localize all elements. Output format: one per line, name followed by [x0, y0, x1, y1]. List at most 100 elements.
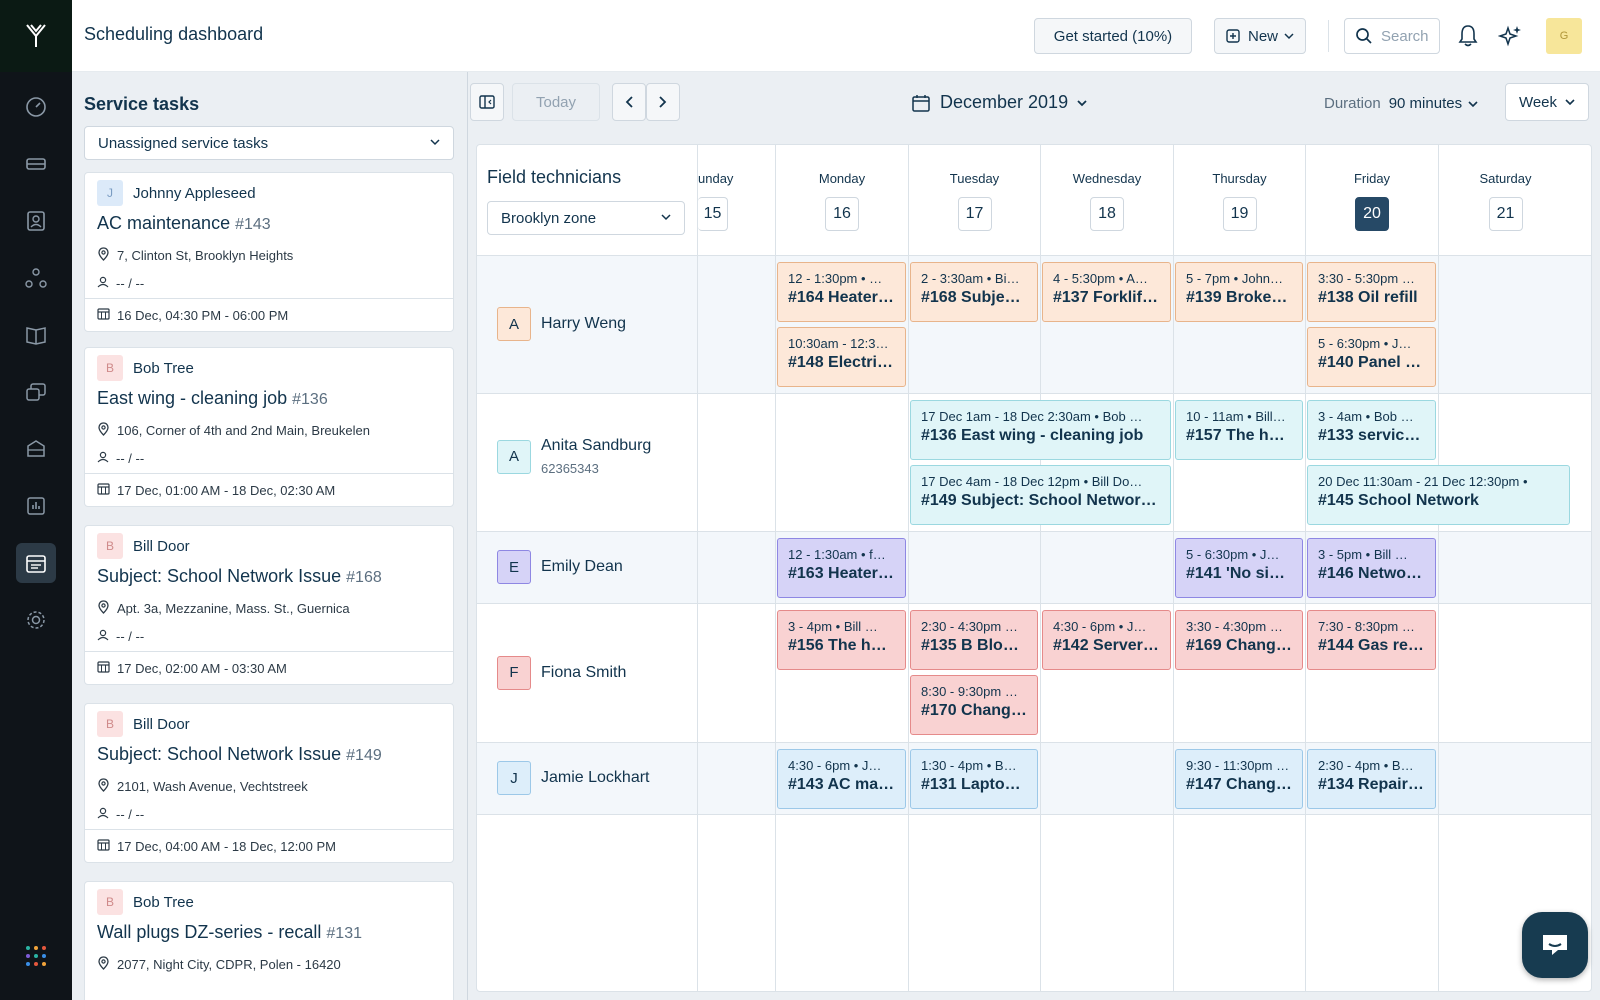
day-number[interactable]: 15 — [698, 197, 728, 231]
event-title: #149 Subject: School Network … — [921, 492, 1160, 509]
calendar-event[interactable]: 3 - 4am • Bob … #133 service … — [1307, 400, 1436, 460]
requester-avatar: J — [97, 180, 123, 206]
day-number[interactable]: 16 — [825, 197, 859, 231]
sidebar-toggle-icon — [479, 95, 495, 109]
calendar-event[interactable]: 12 - 1:30pm • … #164 Heater … — [777, 262, 906, 322]
calendar-event[interactable]: 4:30 - 6pm • J… #142 Server … — [1042, 610, 1171, 670]
day-number[interactable]: 17 — [957, 197, 992, 231]
technician-id: 62365343 — [541, 461, 599, 476]
assets-icon[interactable] — [16, 429, 56, 469]
technician-name: Emily Dean — [541, 558, 623, 575]
calendar-event[interactable]: 1:30 - 4pm • B… #131 Laptop … — [910, 749, 1038, 809]
month-label: December 2019 — [940, 92, 1069, 112]
forums-icon[interactable] — [16, 372, 56, 412]
calendar-event[interactable]: 20 Dec 11:30am - 21 Dec 12:30pm • #145 Sc… — [1307, 465, 1570, 525]
calendar-event[interactable]: 4 - 5:30pm • A… #137 Forklift … — [1042, 262, 1171, 322]
calendar-event[interactable]: 5 - 6:30pm • J… #140 Panel u… — [1307, 327, 1436, 387]
calendar-event[interactable]: 10 - 11am • Bill… #157 The hea… — [1175, 400, 1303, 460]
calendar-event[interactable]: 17 Dec 4am - 18 Dec 12pm • Bill Do… #149 … — [910, 465, 1171, 525]
technician-avatar: E — [497, 550, 531, 584]
contacts-icon[interactable] — [16, 201, 56, 241]
search-input[interactable]: Search — [1344, 18, 1440, 54]
user-avatar[interactable]: G — [1546, 18, 1582, 54]
calendar-event[interactable]: 3:30 - 5:30pm … #138 Oil refill — [1307, 262, 1436, 322]
duration-select[interactable]: Duration 90 minutes — [1324, 95, 1478, 112]
month-picker[interactable]: December 2019 — [912, 92, 1088, 113]
calendar-event[interactable]: 3 - 4pm • Bill … #156 The he… — [777, 610, 906, 670]
chat-widget-button[interactable] — [1522, 912, 1588, 978]
apps-grid-icon[interactable] — [25, 945, 47, 972]
new-button[interactable]: New — [1214, 18, 1306, 54]
logo-icon[interactable] — [0, 0, 72, 72]
calendar-event[interactable]: 10:30am - 12:3… #148 Electric… — [777, 327, 906, 387]
reports-icon[interactable] — [16, 486, 56, 526]
calendar-event[interactable]: 2:30 - 4pm • B… #134 Repair … — [1307, 749, 1436, 809]
get-started-button[interactable]: Get started (10%) — [1034, 18, 1192, 54]
task-title[interactable]: Subject: School Network Issue #168 — [97, 566, 382, 587]
task-card[interactable]: B Bill Door Subject: School Network Issue … — [84, 703, 454, 863]
technician-info[interactable]: E Emily Dean — [497, 550, 623, 584]
calendar-event[interactable]: 2 - 3:30am • Bi… #168 Subject… — [910, 262, 1038, 322]
scheduling-icon[interactable] — [16, 543, 56, 583]
technician-info[interactable]: F Fiona Smith — [497, 655, 626, 690]
calendar-event[interactable]: 8:30 - 9:30pm … #170 Change… — [910, 675, 1038, 735]
calendar-event[interactable]: 5 - 6:30pm • J… #141 'No sign… — [1175, 538, 1303, 598]
day-column: unday 15 — [697, 145, 775, 991]
task-card[interactable]: B Bill Door Subject: School Network Issue … — [84, 525, 454, 685]
collapse-panel-button[interactable] — [470, 83, 504, 121]
calendar-event[interactable]: 2:30 - 4:30pm … #135 B Block… — [910, 610, 1038, 670]
event-title: #168 Subject… — [921, 289, 1027, 306]
view-select[interactable]: Week — [1505, 83, 1589, 121]
task-number: #131 — [326, 925, 362, 942]
event-title: #136 East wing - cleaning job — [921, 427, 1144, 444]
location-pin-icon — [97, 600, 110, 617]
calendar-event[interactable]: 4:30 - 6pm • J… #143 AC mai… — [777, 749, 906, 809]
task-card[interactable]: B Bob Tree Wall plugs DZ-series - recall #… — [84, 881, 454, 1000]
zone-value: Brooklyn zone — [501, 209, 597, 227]
panel-title: Service tasks — [84, 94, 200, 114]
calendar-event[interactable]: 5 - 7pm • John… #139 Broken … — [1175, 262, 1303, 322]
chevron-down-icon — [1284, 33, 1294, 40]
day-number[interactable]: 19 — [1222, 197, 1257, 231]
technician-info[interactable]: A Anita Sandburg 62365343 — [497, 437, 651, 476]
prev-week-button[interactable] — [612, 83, 646, 121]
day-number[interactable]: 20 — [1355, 197, 1389, 231]
technician-text: Emily Dean — [541, 558, 623, 576]
groups-icon[interactable] — [16, 258, 56, 298]
task-card[interactable]: J Johnny Appleseed AC maintenance #143 7, C… — [84, 172, 454, 332]
today-button[interactable]: Today — [512, 83, 600, 121]
task-title[interactable]: Subject: School Network Issue #149 — [97, 744, 382, 765]
chat-icon — [1543, 935, 1567, 955]
task-filter-dropdown[interactable]: Unassigned service tasks — [84, 126, 454, 160]
settings-icon[interactable] — [16, 600, 56, 640]
calendar-event[interactable]: 12 - 1:30am • f… #163 Heater … — [777, 538, 906, 598]
task-address: Apt. 3a, Mezzanine, Mass. St., Guernica — [97, 600, 350, 617]
ai-sparkle-icon[interactable] — [1497, 24, 1522, 53]
day-number[interactable]: 21 — [1488, 197, 1523, 231]
bell-icon[interactable] — [1458, 24, 1478, 53]
calendar-event[interactable]: 9:30 - 11:30pm … #147 Change… — [1175, 749, 1303, 809]
task-title[interactable]: AC maintenance #143 — [97, 213, 271, 234]
task-address: 2101, Wash Avenue, Vechtstreek — [97, 778, 308, 795]
day-number[interactable]: 18 — [1090, 197, 1124, 231]
calendar-icon — [97, 839, 110, 854]
dashboard-icon[interactable] — [16, 87, 56, 127]
task-card[interactable]: B Bob Tree East wing - cleaning job #136 10… — [84, 347, 454, 507]
task-title[interactable]: Wall plugs DZ-series - recall #131 — [97, 922, 362, 943]
calendar-event[interactable]: 17 Dec 1am - 18 Dec 2:30am • Bob … #136 E… — [910, 400, 1171, 460]
technician-info[interactable]: J Jamie Lockhart — [497, 761, 650, 795]
calendar-event[interactable]: 3:30 - 4:30pm … #169 Change… — [1175, 610, 1303, 670]
next-week-button[interactable] — [646, 83, 680, 121]
calendar-event[interactable]: 3 - 5pm • Bill … #146 Networ… — [1307, 538, 1436, 598]
plus-square-icon — [1226, 29, 1240, 43]
task-title[interactable]: East wing - cleaning job #136 — [97, 388, 328, 409]
solutions-icon[interactable] — [16, 315, 56, 355]
task-number: #136 — [292, 391, 328, 408]
location-pin-icon — [97, 247, 110, 264]
zone-dropdown[interactable]: Brooklyn zone — [487, 201, 685, 235]
task-assignee: -- / -- — [97, 629, 144, 644]
calendar-event[interactable]: 7:30 - 8:30pm … #144 Gas refill — [1307, 610, 1436, 670]
technician-info[interactable]: A Harry Weng — [497, 307, 626, 341]
day-name: Friday — [1353, 171, 1391, 186]
tickets-icon[interactable] — [16, 144, 56, 184]
